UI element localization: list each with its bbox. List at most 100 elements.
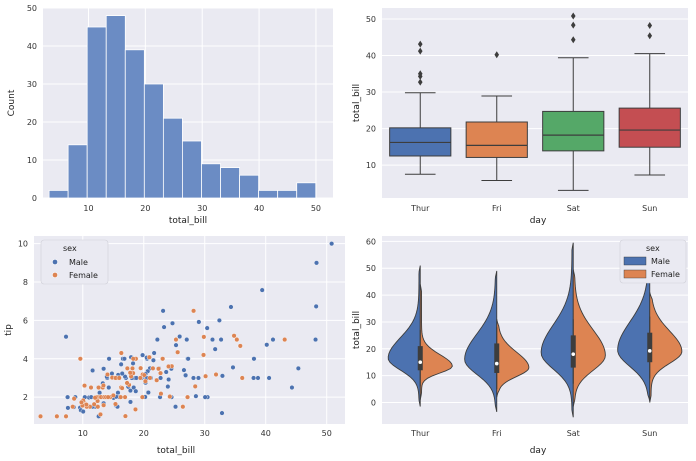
- box-outlier: [647, 22, 653, 30]
- scatter-point-male: [140, 352, 146, 358]
- scatter-point-male: [127, 399, 133, 405]
- scatter-point-male: [228, 304, 234, 310]
- scatter-point-female: [231, 333, 237, 339]
- scatter-point-male: [190, 375, 196, 381]
- scatter-point-female: [116, 375, 122, 381]
- scatter-point-male: [259, 287, 265, 293]
- boxplot-ticks: 10 20 30 40 50 Thur Fri Sat Sun: [366, 15, 658, 213]
- scatter-ylabel: tip: [4, 324, 14, 336]
- violin-iqr-box: [647, 332, 653, 363]
- boxplot-ylabel: total_bill: [352, 84, 362, 122]
- violin-legend-male: Male: [651, 257, 670, 266]
- y-tick-label: 2: [23, 393, 28, 402]
- box-body: [542, 110, 605, 152]
- histogram-bar: [143, 83, 164, 199]
- scatter-point-male: [202, 394, 208, 400]
- histogram-bar: [162, 117, 183, 199]
- y-tick-label: 10: [27, 156, 37, 165]
- violin-iqr-box: [417, 346, 423, 371]
- violin-legend-title: sex: [646, 244, 660, 253]
- scatter-point-male: [165, 384, 171, 390]
- scatter-point-female: [156, 366, 162, 372]
- x-tick-label: 30: [197, 204, 207, 213]
- scatter-point-female: [110, 392, 116, 398]
- x-tick-label-thur: Thur: [410, 429, 430, 438]
- violin-legend-swatch-female: [623, 269, 647, 279]
- histogram-xlabel: total_bill: [169, 216, 207, 226]
- scatter-point-female: [167, 394, 173, 400]
- scatter-point-female: [78, 399, 84, 405]
- scatter-point-female: [139, 394, 145, 400]
- y-tick-label: 10: [366, 161, 376, 170]
- scatter-panel: 10 20 30 40 50 2 4 6 8 10 total_bill tip sex Male…: [4, 236, 345, 456]
- y-tick-label: 20: [366, 345, 376, 354]
- scatter-point-male: [270, 337, 276, 343]
- x-tick-label: 10: [83, 204, 93, 213]
- scatter-point-female: [122, 413, 128, 419]
- scatter-point-male: [204, 325, 210, 331]
- box-outlier: [417, 70, 423, 78]
- scatter-point-female: [118, 350, 124, 356]
- violin-legend-swatch-male: [623, 256, 647, 266]
- y-tick-label: 8: [23, 278, 28, 287]
- y-tick-label: 0: [371, 399, 376, 408]
- scatter-point-male: [251, 356, 257, 362]
- violin-legend: sex Male Female: [619, 239, 687, 284]
- scatter-legend-frame: [40, 239, 109, 285]
- scatter-point-female: [112, 401, 118, 407]
- scatter-point-male: [251, 375, 257, 381]
- histogram-bar: [258, 189, 279, 199]
- scatter-point-male: [97, 390, 103, 396]
- scatter-point-male: [166, 376, 172, 382]
- histogram-bar: [239, 174, 260, 199]
- scatter-point-male: [160, 308, 166, 314]
- scatter-xlabel: total_bill: [157, 446, 195, 456]
- boxplot-boxes: [389, 12, 681, 191]
- x-tick-label: 40: [254, 204, 264, 213]
- scatter-point-male: [163, 369, 169, 375]
- scatter-point-female: [118, 394, 124, 400]
- boxplot-xlabel: day: [530, 216, 547, 226]
- scatter-point-female: [91, 401, 97, 407]
- violin-half-male: [387, 265, 421, 407]
- histogram-bar: [277, 189, 298, 199]
- scatter-point-female: [180, 404, 186, 410]
- scatter-point-male: [106, 385, 112, 391]
- histogram-bar: [296, 182, 317, 199]
- scatter-point-female: [213, 372, 219, 378]
- scatter-point-male: [65, 405, 71, 411]
- scatter-point-female: [141, 372, 147, 378]
- x-tick-label-fri: Fri: [492, 204, 502, 213]
- scatter-point-male: [127, 388, 133, 394]
- scatter-point-male: [173, 342, 179, 348]
- scatter-point-female: [70, 404, 76, 410]
- x-tick-label: 20: [139, 429, 149, 438]
- scatter-legend-title: sex: [63, 244, 77, 253]
- violin-median-dot: [571, 352, 576, 356]
- y-tick-label: 6: [23, 316, 28, 325]
- scatter-point-female: [138, 365, 144, 371]
- x-tick-label: 10: [78, 429, 88, 438]
- x-tick-label-sat: Sat: [567, 429, 580, 438]
- scatter-point-female: [175, 349, 181, 355]
- violin-half-male: [464, 270, 498, 413]
- scatter-point-male: [106, 356, 112, 362]
- histogram-bar: [220, 167, 240, 199]
- y-tick-label: 0: [32, 194, 37, 203]
- scatter-point-female: [234, 337, 240, 343]
- y-tick-label: 4: [23, 355, 28, 364]
- scatter-point-female: [160, 356, 166, 362]
- scatter-point-female: [173, 337, 179, 343]
- box-body: [465, 121, 528, 158]
- scatter-point-male: [90, 367, 96, 373]
- scatter-point-male: [151, 350, 157, 356]
- scatter-point-male: [264, 342, 270, 348]
- y-tick-label: 60: [366, 237, 376, 246]
- box-outlier: [417, 47, 423, 55]
- y-tick-label: 10: [18, 240, 28, 249]
- violin-xlabel: day: [530, 446, 547, 456]
- histogram-bar: [67, 144, 88, 199]
- scatter-point-female: [203, 373, 209, 379]
- scatter-legend-female: Female: [69, 271, 98, 280]
